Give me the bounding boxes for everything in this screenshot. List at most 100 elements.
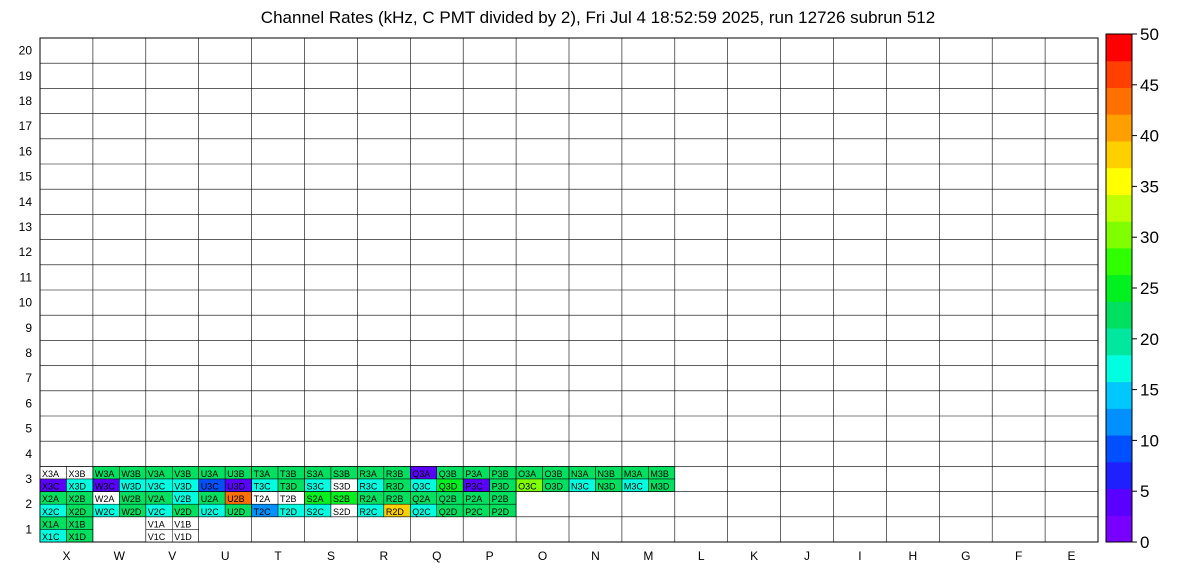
colorbar-tick-label: 10 (1140, 431, 1159, 450)
cell-label-W3B: W3B (121, 469, 141, 479)
colorbar-tick-label: 15 (1140, 381, 1159, 400)
colorbar-band (1106, 221, 1132, 249)
cell-label-R3B: R3B (386, 469, 404, 479)
y-tick-label: 15 (19, 170, 33, 184)
cell-label-X3C: X3C (42, 482, 60, 492)
cell-label-X1C: X1C (42, 532, 60, 542)
colorbar-band (1106, 381, 1132, 409)
cell-label-X3D: X3D (68, 482, 86, 492)
y-tick-label: 14 (19, 195, 33, 209)
cell-label-X1D: X1D (68, 532, 86, 542)
y-tick-label: 10 (19, 296, 33, 310)
y-tick-label: 20 (19, 44, 33, 58)
cell-label-S2B: S2B (333, 494, 350, 504)
colorbar-tick-label: 30 (1140, 228, 1159, 247)
cell-label-M3B: M3B (650, 469, 669, 479)
x-tick-label: G (961, 549, 970, 563)
y-tick-label: 4 (25, 447, 32, 461)
cell-label-S3B: S3B (333, 469, 350, 479)
y-tick-label: 6 (25, 396, 32, 410)
cell-label-Q3B: Q3B (439, 469, 457, 479)
x-tick-label: F (1015, 549, 1022, 563)
y-tick-label: 9 (25, 321, 32, 335)
cell-label-P3C: P3C (465, 482, 483, 492)
x-tick-label: I (858, 549, 861, 563)
cell-label-W2A: W2A (95, 494, 115, 504)
x-tick-label: R (380, 549, 389, 563)
cell-label-T2A: T2A (254, 494, 271, 504)
cell-label-V3B: V3B (174, 469, 191, 479)
cell-label-W3D: W3D (121, 482, 142, 492)
cell-label-Q2C: Q2C (412, 507, 431, 517)
y-tick-label: 7 (25, 371, 32, 385)
colorbar-tick-label: 50 (1140, 25, 1159, 44)
colorbar-band (1106, 354, 1132, 383)
x-tick-label: W (114, 549, 126, 563)
y-tick-label: 16 (19, 144, 33, 158)
cell-label-M3D: M3D (650, 482, 670, 492)
cell-label-V2A: V2A (148, 494, 165, 504)
cell-label-S3C: S3C (307, 482, 325, 492)
cell-label-T2C: T2C (254, 507, 272, 517)
cell-label-S3D: S3D (333, 482, 351, 492)
x-tick-label: X (62, 549, 70, 563)
cell-label-Q2D: Q2D (439, 507, 458, 517)
cell-label-P3B: P3B (492, 469, 509, 479)
cell-label-P2A: P2A (465, 494, 482, 504)
cell-label-X3B: X3B (68, 469, 85, 479)
cell-label-W3C: W3C (95, 482, 116, 492)
y-tick-label: 13 (19, 220, 33, 234)
cell-label-P2C: P2C (465, 507, 483, 517)
colorbar-tick-label: 5 (1140, 482, 1149, 501)
cell-label-V3A: V3A (148, 469, 165, 479)
colorbar-band (1106, 34, 1132, 62)
cell-label-V3D: V3D (174, 482, 192, 492)
y-tick-label: 17 (19, 119, 33, 133)
x-tick-label: P (486, 549, 494, 563)
colorbar-band (1106, 435, 1132, 463)
cell-label-Q2B: Q2B (439, 494, 457, 504)
x-tick-label: L (698, 549, 705, 563)
x-tick-label: S (327, 549, 335, 563)
cell-label-V1C: V1C (148, 532, 166, 542)
cell-label-U2B: U2B (227, 494, 245, 504)
y-tick-label: 8 (25, 346, 32, 360)
cell-label-V2B: V2B (174, 494, 191, 504)
y-tick-label: 1 (25, 522, 32, 536)
cell-label-P3A: P3A (465, 469, 482, 479)
cell-label-M3C: M3C (624, 482, 644, 492)
cell-label-T3A: T3A (254, 469, 271, 479)
cell-label-X3A: X3A (42, 469, 59, 479)
x-tick-label: T (274, 549, 282, 563)
cell-label-O3D: O3D (545, 482, 564, 492)
colorbar-band (1106, 515, 1132, 543)
cell-label-O3B: O3B (545, 469, 563, 479)
cell-label-U2D: U2D (227, 507, 246, 517)
cell-label-R2C: R2C (359, 507, 378, 517)
cell-label-R3A: R3A (359, 469, 377, 479)
cell-label-X2B: X2B (68, 494, 85, 504)
cell-label-U3D: U3D (227, 482, 246, 492)
cell-label-X2A: X2A (42, 494, 59, 504)
cell-label-N3A: N3A (571, 469, 589, 479)
y-tick-label: 12 (19, 245, 33, 259)
y-tick-label: 3 (25, 472, 32, 486)
chart-title: Channel Rates (kHz, C PMT divided by 2),… (260, 8, 936, 27)
cell-label-S2A: S2A (307, 494, 324, 504)
cell-label-U3C: U3C (201, 482, 220, 492)
cell-label-Q3C: Q3C (412, 482, 431, 492)
colorbar-tick-label: 25 (1140, 279, 1159, 298)
colorbar-band (1106, 461, 1132, 490)
cell-label-R2B: R2B (386, 494, 404, 504)
cell-label-V3C: V3C (148, 482, 166, 492)
x-tick-label: K (750, 549, 758, 563)
colorbar-tick-label: 20 (1140, 330, 1159, 349)
colorbar-band (1106, 87, 1132, 115)
cell-label-U2C: U2C (201, 507, 220, 517)
y-tick-label: 2 (25, 497, 32, 511)
x-tick-label: H (909, 549, 918, 563)
x-tick-label: E (1068, 549, 1076, 563)
y-tick-label: 18 (19, 94, 33, 108)
colorbar-band (1106, 247, 1132, 276)
cell-label-R2A: R2A (359, 494, 377, 504)
